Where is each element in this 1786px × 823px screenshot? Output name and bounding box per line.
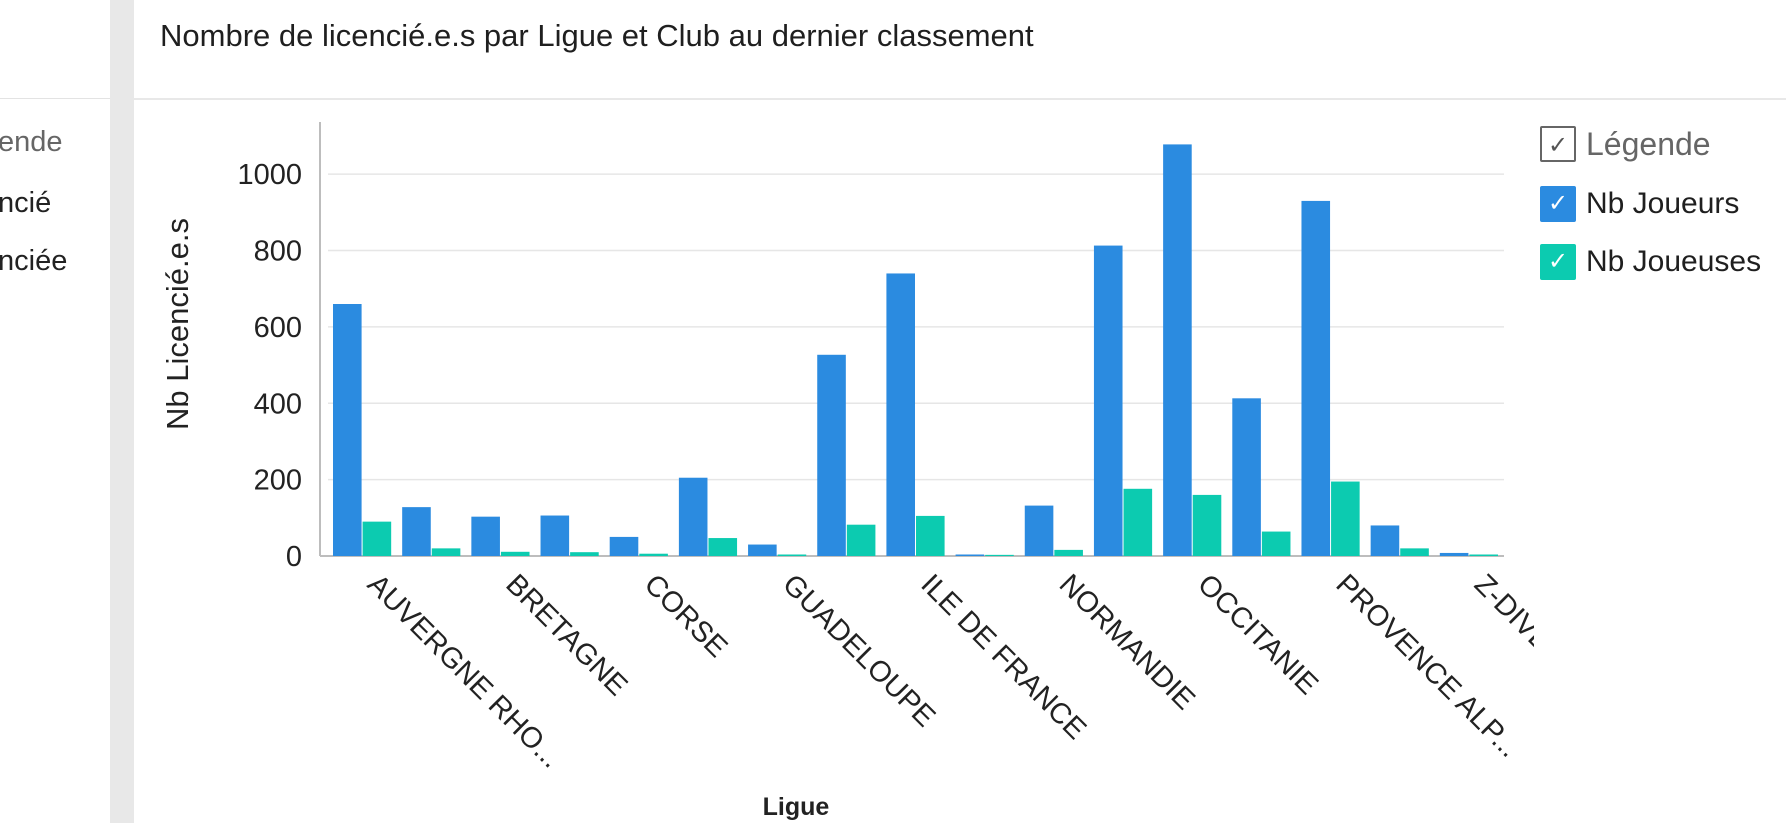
bar-joueurs[interactable] (678, 477, 708, 556)
legend-toggle-all-checkbox[interactable]: ✓ (1540, 126, 1576, 162)
x-tick-label: OCCITANIE (1191, 568, 1324, 701)
bar-joueurs[interactable] (1370, 525, 1400, 556)
bar-joueuses[interactable] (1331, 481, 1360, 556)
bar-joueuses[interactable] (639, 553, 668, 556)
bar-joueuses[interactable] (1123, 488, 1153, 556)
bar-joueurs[interactable] (1093, 245, 1123, 556)
bar-joueurs[interactable] (333, 304, 362, 556)
bar-joueuses[interactable] (1469, 554, 1498, 557)
bar-joueuses[interactable] (1192, 494, 1222, 556)
left-panel-rule (0, 98, 110, 99)
bar-joueurs[interactable] (540, 515, 570, 556)
legend-checkbox-joueuses[interactable]: ✓ (1540, 244, 1576, 280)
bar-joueuses[interactable] (985, 554, 1014, 556)
x-tick-label: BRETAGNE (499, 568, 633, 702)
legend-checkbox-joueurs[interactable]: ✓ (1540, 186, 1576, 222)
bar-joueurs[interactable] (402, 507, 431, 556)
bar-joueurs[interactable] (886, 273, 915, 556)
y-tick-label: 0 (286, 541, 302, 573)
bar-joueurs[interactable] (1301, 200, 1331, 556)
left-panel: ende ncié nciée (0, 0, 110, 823)
page-title: Nombre de licencié.e.s par Ligue et Club… (160, 18, 1034, 53)
bar-joueurs[interactable] (1439, 552, 1469, 556)
bar-joueuses[interactable] (362, 521, 392, 556)
legend-title: Légende (1586, 126, 1711, 162)
panel-header: Nombre de licencié.e.s par Ligue et Club… (134, 0, 1786, 100)
y-axis-title: Nb Licencié.e.s (160, 218, 195, 430)
y-tick-label: 400 (254, 388, 302, 420)
bar-joueurs[interactable] (748, 544, 777, 556)
bar-joueuses[interactable] (1054, 549, 1083, 556)
bar-joueuses[interactable] (1261, 531, 1291, 556)
main-panel: Nombre de licencié.e.s par Ligue et Club… (134, 0, 1786, 823)
bar-joueurs[interactable] (1163, 144, 1192, 556)
bar-joueurs[interactable] (955, 554, 985, 557)
bar-joueuses[interactable] (570, 552, 599, 556)
bar-joueuses[interactable] (431, 548, 461, 556)
legend-label-joueuses: Nb Joueuses (1586, 245, 1762, 278)
bar-joueuses[interactable] (916, 515, 945, 556)
bar-joueuses[interactable] (708, 538, 738, 556)
left-legend-item-2[interactable]: nciée (0, 245, 68, 277)
left-legend-item-1[interactable]: ncié (0, 187, 52, 219)
y-tick-label: 800 (254, 236, 302, 268)
y-tick-label: 600 (254, 312, 302, 344)
bar-joueurs[interactable] (471, 516, 500, 556)
bar-joueuses[interactable] (846, 524, 876, 556)
legend-label-joueurs: Nb Joueurs (1586, 187, 1740, 220)
x-tick-label: CORSE (638, 568, 734, 664)
x-tick-label: GUADELOUPE (776, 568, 941, 733)
bar-joueurs[interactable] (1232, 398, 1261, 556)
bar-joueuses[interactable] (500, 551, 530, 556)
bar-joueuses[interactable] (777, 554, 807, 557)
bar-joueurs[interactable] (817, 354, 846, 556)
panel-divider[interactable] (110, 0, 134, 823)
y-tick-label: 200 (254, 465, 302, 497)
x-axis-title: Ligue (763, 793, 830, 821)
bar-joueuses[interactable] (1400, 548, 1429, 556)
x-tick-label: NORMANDIE (1053, 568, 1201, 716)
bar-joueurs[interactable] (1024, 505, 1054, 556)
bar-joueurs[interactable] (609, 536, 639, 556)
y-tick-label: 1000 (237, 159, 302, 191)
left-legend-title: ende (0, 126, 63, 158)
